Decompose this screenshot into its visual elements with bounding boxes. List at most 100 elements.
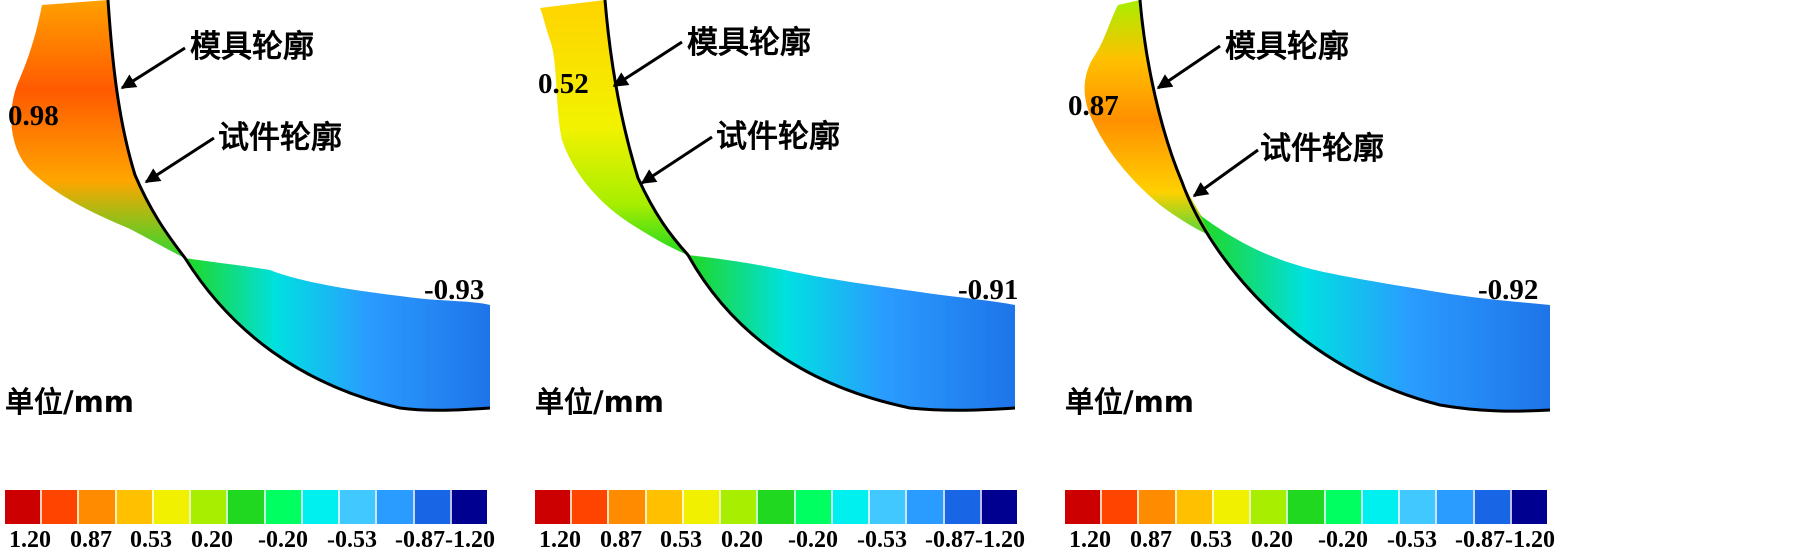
unit-label: 单位/mm: [1065, 385, 1195, 419]
colorbar-tick: 0.87: [70, 527, 112, 553]
panel-2: 模具轮廓 试件轮廓 0.52 -0.91 单位/mm 1.20 0.87 0.5…: [530, 0, 1130, 560]
colorbar: [535, 490, 1018, 524]
unit-label: 单位/mm: [5, 385, 135, 419]
colorbar-tick: 1.20: [9, 527, 51, 553]
colorbar-segment: [719, 490, 757, 524]
colorbar-tick: 0.53: [130, 527, 172, 553]
colorbar-segment: [681, 490, 720, 524]
colorbar-segment: [263, 490, 301, 524]
contour-plot: [1084, 0, 1551, 413]
colorbar-segment: [1435, 490, 1473, 524]
specimen-profile-label: 试件轮廓: [716, 119, 840, 155]
colorbar-segment: [1174, 490, 1212, 524]
colorbar-segment: [1509, 490, 1548, 524]
min-deviation-value: -0.92: [1478, 274, 1539, 306]
colorbar-segment: [1398, 490, 1436, 524]
colorbar-segment: [189, 490, 227, 524]
colorbar-segment: [1249, 490, 1287, 524]
mold-arrow: [120, 46, 186, 90]
colorbar-segment: [1100, 490, 1138, 524]
specimen-profile-label: 试件轮廓: [1260, 131, 1384, 167]
deviation-upper-region: [11, 0, 185, 258]
colorbar-segment: [1323, 490, 1361, 524]
colorbar-segment: [226, 490, 264, 524]
colorbar: [1065, 490, 1548, 524]
colorbar-segment: [375, 490, 413, 524]
colorbar-tick: 1.20: [539, 527, 581, 553]
min-deviation-value: -0.93: [424, 274, 485, 306]
profile-curve: [603, 0, 1016, 412]
colorbar-segment: [1211, 490, 1250, 524]
colorbar-segment: [77, 490, 115, 524]
colorbar-segment: [644, 490, 682, 524]
panel-1: 模具轮廓 试件轮廓 0.98 -0.93 单位/mm 1.20 0.87 0.5…: [0, 0, 600, 560]
deviation-lower-region: [688, 255, 1015, 411]
specimen-arrow: [144, 136, 215, 184]
colorbar-segment: [607, 490, 645, 524]
colorbar-tick: 0.20: [1251, 527, 1293, 553]
colorbar-segment: [5, 490, 41, 524]
colorbar-segment: [756, 490, 794, 524]
colorbar-segment: [412, 490, 450, 524]
deviation-upper-region: [540, 0, 688, 255]
mold-profile-label: 模具轮廓: [1225, 29, 1349, 65]
mold-arrow: [1156, 44, 1221, 90]
colorbar-tick: 0.87: [600, 527, 642, 553]
colorbar-segment: [1360, 490, 1399, 524]
max-deviation-value: 0.87: [1068, 90, 1119, 122]
colorbar-segment: [40, 490, 78, 524]
max-deviation-value: 0.98: [8, 100, 59, 132]
colorbar-tick: -0.87: [925, 527, 975, 553]
colorbar-segment: [114, 490, 152, 524]
colorbar-segment: [338, 490, 376, 524]
colorbar-tick: 1.20: [1069, 527, 1111, 553]
unit-label: 单位/mm: [535, 385, 665, 419]
colorbar-segment: [868, 490, 906, 524]
colorbar-segment: [830, 490, 869, 524]
specimen-arrow: [1192, 148, 1259, 198]
colorbar-segment: [979, 490, 1018, 524]
deviation-lower-region: [185, 258, 490, 411]
mold-profile-label: 模具轮廓: [190, 29, 314, 65]
colorbar-tick: 0.20: [191, 527, 233, 553]
deviation-upper-region: [1084, 0, 1220, 240]
colorbar-segment: [1137, 490, 1175, 524]
colorbar-segment: [570, 490, 608, 524]
colorbar-tick: -0.53: [1387, 527, 1437, 553]
colorbar-tick: -1.20: [445, 527, 495, 553]
colorbar-segment: [1286, 490, 1324, 524]
colorbar-tick: -0.53: [857, 527, 907, 553]
specimen-arrow: [640, 135, 713, 185]
colorbar-tick: -0.87: [395, 527, 445, 553]
colorbar-tick: -0.53: [327, 527, 377, 553]
profile-curve: [1138, 0, 1551, 413]
deviation-lower-region: [1200, 215, 1550, 412]
colorbar-tick: 0.53: [1190, 527, 1232, 553]
colorbar: [5, 490, 488, 524]
colorbar-segment: [905, 490, 943, 524]
colorbar-tick: -0.87: [1455, 527, 1505, 553]
colorbar-tick: -0.20: [1318, 527, 1368, 553]
contour-plot: [11, 0, 491, 412]
max-deviation-value: 0.52: [538, 68, 589, 100]
colorbar-segment: [449, 490, 488, 524]
panel-3: 模具轮廓 试件轮廓 0.87 -0.92 单位/mm 1.20 0.87 0.5…: [1060, 0, 1660, 560]
colorbar-tick: 0.87: [1130, 527, 1172, 553]
colorbar-segment: [535, 490, 571, 524]
colorbar-segment: [300, 490, 339, 524]
contour-plot: [540, 0, 1016, 412]
colorbar-segment: [1472, 490, 1510, 524]
colorbar-tick: 0.53: [660, 527, 702, 553]
colorbar-tick: -0.20: [788, 527, 838, 553]
colorbar-segment: [793, 490, 831, 524]
colorbar-tick: -1.20: [975, 527, 1025, 553]
colorbar-tick: -1.20: [1505, 527, 1555, 553]
colorbar-segment: [151, 490, 190, 524]
colorbar-tick: 0.20: [721, 527, 763, 553]
mold-arrow: [612, 40, 683, 88]
min-deviation-value: -0.91: [958, 274, 1019, 306]
colorbar-segment: [1065, 490, 1101, 524]
profile-curve: [106, 0, 491, 412]
colorbar-segment: [942, 490, 980, 524]
mold-profile-label: 模具轮廓: [687, 25, 811, 61]
